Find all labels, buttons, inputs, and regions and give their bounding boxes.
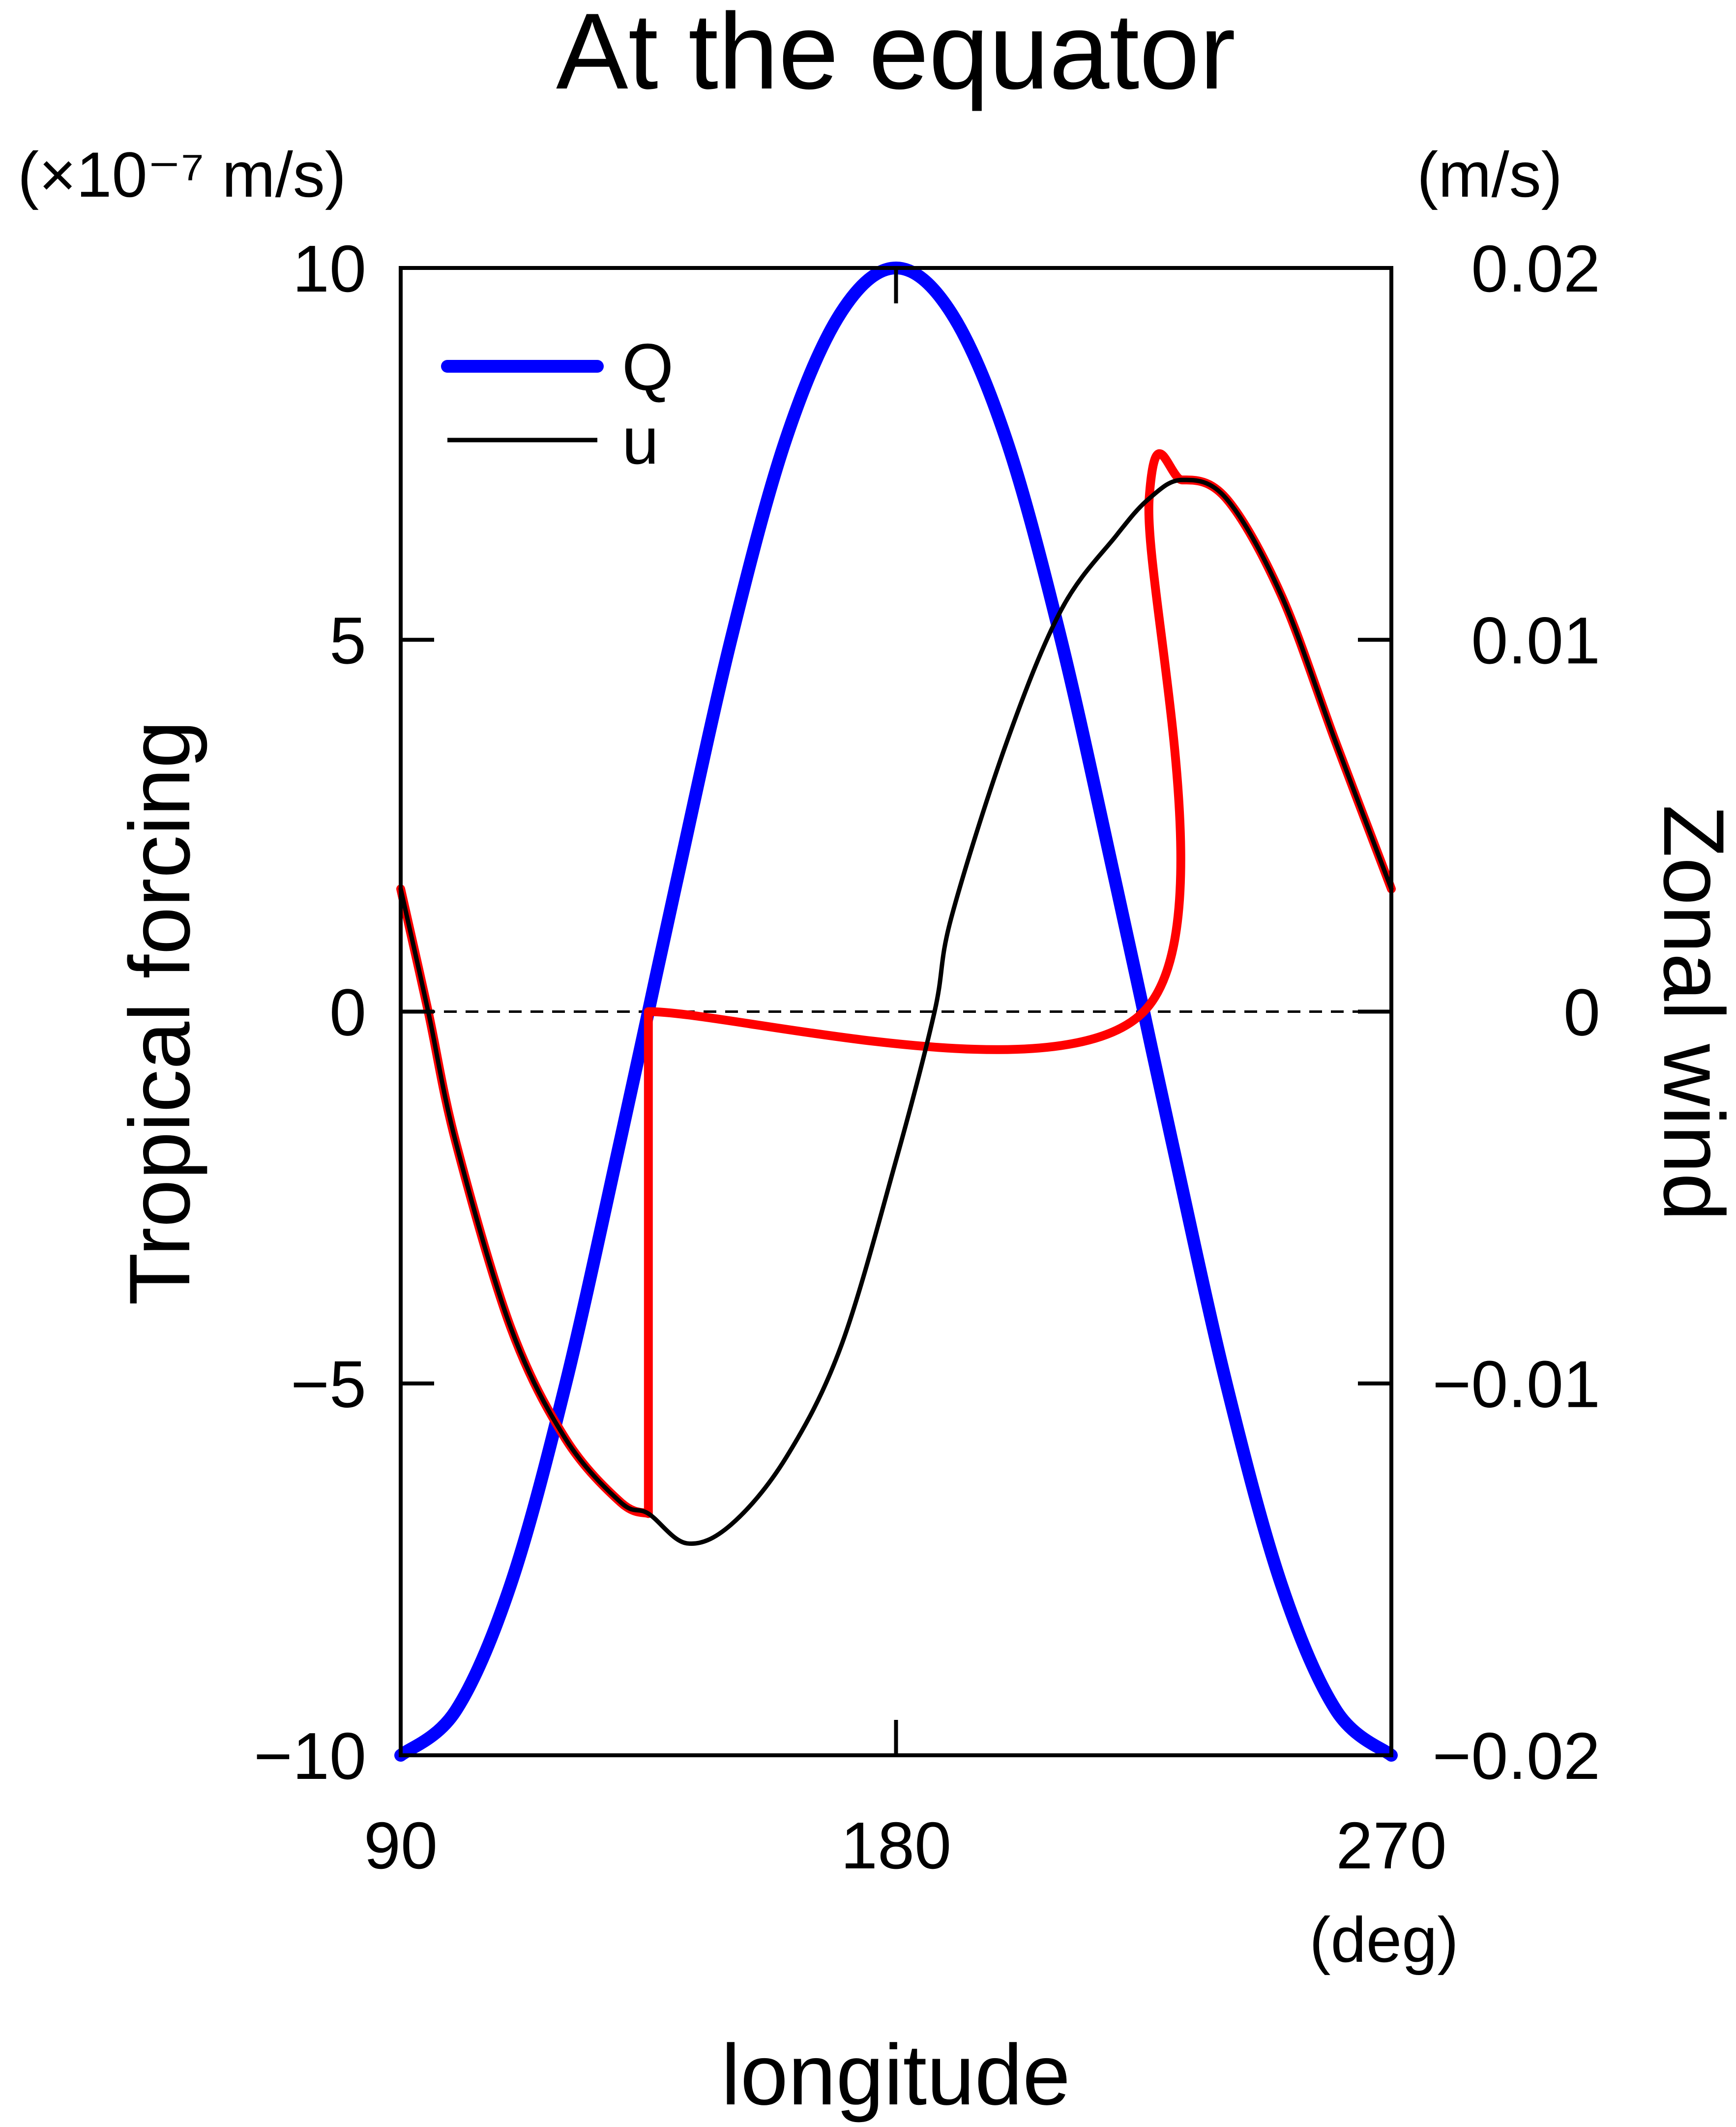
- x-tick-label: 90: [364, 1808, 438, 1883]
- y-tick-label-left: −10: [254, 1719, 366, 1793]
- series-highlight-line: [396, 449, 1396, 1518]
- y-tick-label-right: 0.02: [1471, 232, 1600, 306]
- legend: Q u: [441, 330, 674, 478]
- y-tick-label-left: 5: [329, 603, 366, 678]
- y-tick-label-right: 0.01: [1471, 603, 1600, 678]
- series-u-line: [398, 477, 1394, 1546]
- legend-label-q: Q: [622, 330, 674, 404]
- left-axis-unit: (×10⁻⁷ m/s): [18, 139, 346, 210]
- plot-area: [394, 262, 1398, 1762]
- series-q-line: [394, 262, 1398, 1762]
- y-tick-label-left: 0: [329, 975, 366, 1050]
- y-tick-label-left: 10: [293, 232, 366, 306]
- x-tick-label: 270: [1336, 1808, 1446, 1883]
- plot-frame: [399, 266, 1393, 1757]
- x-tick-label: 180: [841, 1808, 951, 1883]
- y-tick-label-right: −0.02: [1432, 1719, 1600, 1793]
- left-axis-label: Tropical forcing: [112, 720, 208, 1305]
- legend-label-u: u: [622, 404, 659, 478]
- y-tick-label-left: −5: [291, 1347, 366, 1421]
- tick-labels: 10 0.02 5 0.01 0 0 −5 −0.01 −10 −0.02 90 180 270: [254, 232, 1600, 1883]
- chart-title: At the equator: [556, 0, 1236, 112]
- y-tick-label-right: 0: [1563, 975, 1600, 1050]
- right-axis-unit: (m/s): [1417, 139, 1562, 210]
- x-axis-label: longitude: [721, 2027, 1070, 2123]
- right-axis-label: Zonal wind: [1646, 805, 1736, 1221]
- x-axis-unit: (deg): [1309, 1904, 1458, 1976]
- y-tick-label-right: −0.01: [1432, 1347, 1600, 1421]
